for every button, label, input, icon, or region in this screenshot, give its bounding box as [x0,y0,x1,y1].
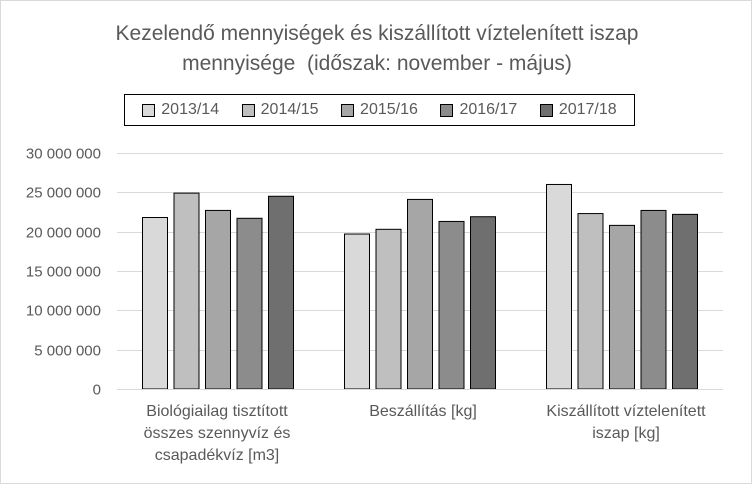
bar-2015-16-cat-1 [407,198,433,390]
y-tick-label: 0 [93,382,101,399]
bar-2017-18-cat-2 [672,213,698,390]
legend-item-2014-15: 2014/15 [241,101,319,119]
legend-label-2016-17: 2016/17 [459,101,518,118]
legend-item-2017-18: 2017/18 [539,101,617,119]
bar-2013-14-cat-0 [142,217,168,390]
bar-2014-15-cat-0 [173,192,200,390]
bar-2015-16-cat-0 [205,209,231,390]
bar-2017-18-cat-1 [470,216,496,390]
chart-legend: 2013/14 2014/15 2015/16 2016/17 2017/18 [124,94,635,126]
chart-title-line-2: mennyisége (időszak: november - május) [182,52,572,75]
legend-label-2014-15: 2014/15 [260,101,319,118]
y-tick-label: 10 000 000 [26,303,101,320]
category-label-sludge-line-1: Kiszállított víztelenített [546,403,706,420]
category-label-biological-line-2: összes szennyvíz és [143,425,291,442]
legend-item-2015-16: 2015/16 [341,101,418,119]
bar-2013-14-cat-1 [344,233,370,390]
y-tick-label: 30 000 000 [26,146,101,163]
legend-swatch-2015-16 [341,103,355,117]
category-label-biological-line-3: csapadékvíz [m3] [154,447,280,464]
y-tick-label: 25 000 000 [26,185,101,202]
legend-label-2017-18: 2017/18 [558,101,617,118]
bar-2016-17-cat-1 [438,220,465,390]
legend-item-2016-17: 2016/17 [440,101,517,119]
category-label-delivery: Beszállítás [kg] [323,401,523,423]
chart-title: Kezelendő mennyiségek és kiszállított ví… [1,19,752,79]
category-label-delivery-line-1: Beszállítás [kg] [369,403,477,420]
bar-2014-15-cat-1 [375,228,402,390]
category-label-sludge-line-2: iszap [kg] [592,425,660,442]
legend-label-2015-16: 2015/16 [360,101,418,118]
bar-2014-15-cat-2 [577,213,604,390]
legend-swatch-2014-15 [241,103,255,117]
bar-2017-18-cat-0 [268,195,294,390]
legend-label-2013-14: 2013/14 [161,101,220,118]
bar-2013-14-cat-2 [546,183,572,390]
legend-swatch-2013-14 [142,103,156,117]
legend-item-2013-14: 2013/14 [142,101,219,119]
y-tick-label: 5 000 000 [34,343,101,360]
category-label-biological-line-1: Biológiailag tisztított [146,403,288,420]
y-tick-label: 15 000 000 [26,264,101,281]
chart-title-line-1: Kezelendő mennyiségek és kiszállított ví… [115,22,639,45]
legend-swatch-2017-18 [539,103,553,117]
category-label-biological: Biológiailag tisztított összes szennyvíz… [117,401,317,467]
y-tick-label: 20 000 000 [26,225,101,242]
bar-2016-17-cat-2 [640,209,667,390]
category-label-sludge: Kiszállított víztelenített iszap [kg] [526,401,726,445]
bar-2016-17-cat-0 [236,217,263,390]
legend-swatch-2016-17 [440,103,454,117]
bar-2015-16-cat-2 [609,224,635,390]
